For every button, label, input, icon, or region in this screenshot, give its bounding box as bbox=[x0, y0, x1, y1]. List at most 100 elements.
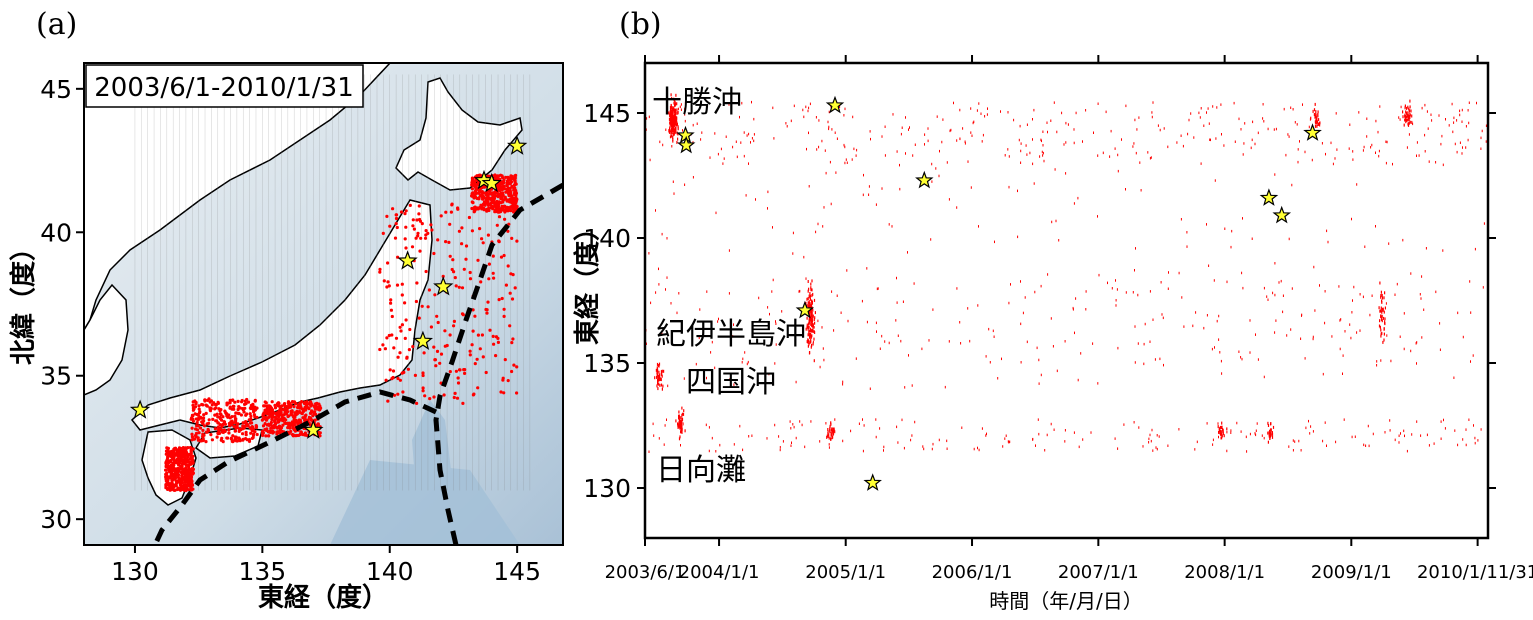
tremor-point bbox=[1162, 316, 1164, 320]
tremor-point bbox=[673, 131, 675, 134]
tremor-dot bbox=[444, 240, 448, 244]
tremor-dot bbox=[439, 352, 444, 356]
tremor-point bbox=[808, 300, 810, 304]
tremor-dot bbox=[476, 386, 480, 390]
tremor-point bbox=[1380, 315, 1382, 319]
tremor-dot bbox=[439, 214, 443, 218]
tremor-point bbox=[1033, 182, 1035, 185]
tremor-point bbox=[1356, 331, 1358, 334]
tremor-point bbox=[677, 127, 679, 131]
tremor-dot bbox=[513, 192, 517, 196]
tremor-dot bbox=[173, 488, 177, 492]
tremor-point bbox=[1465, 125, 1467, 128]
tremor-point bbox=[680, 427, 683, 431]
tremor-point bbox=[742, 448, 744, 452]
tremor-point bbox=[1234, 140, 1236, 143]
tremor-dot bbox=[508, 181, 513, 185]
tremor-point bbox=[1467, 138, 1469, 142]
tremor-dot bbox=[452, 324, 456, 328]
tremor-point bbox=[1223, 144, 1225, 147]
tremor-point bbox=[807, 304, 809, 308]
tremor-point bbox=[1272, 431, 1273, 434]
tremor-dot bbox=[177, 480, 181, 484]
tremor-point bbox=[670, 110, 672, 114]
tremor-point bbox=[1214, 179, 1216, 182]
tremor-dot bbox=[223, 409, 227, 413]
tremor-point bbox=[674, 124, 676, 128]
tremor-point bbox=[831, 290, 833, 293]
tremor-point bbox=[1402, 115, 1404, 119]
tremor-point bbox=[772, 278, 774, 282]
tremor-point bbox=[680, 430, 682, 434]
tremor-dot bbox=[189, 477, 193, 481]
tremor-point bbox=[812, 329, 814, 333]
tremor-point bbox=[810, 334, 812, 338]
tremor-dot bbox=[273, 420, 277, 424]
tremor-point bbox=[809, 329, 811, 333]
tremor-point bbox=[962, 127, 964, 130]
tremor-point bbox=[808, 351, 811, 355]
tremor-point bbox=[1370, 146, 1372, 149]
tremor-point bbox=[1200, 107, 1202, 110]
tremor-dot bbox=[460, 226, 464, 230]
tremor-point bbox=[658, 382, 660, 386]
tremor-point bbox=[1380, 318, 1383, 322]
tremor-point bbox=[670, 117, 672, 121]
tremor-dot bbox=[270, 409, 274, 413]
tremor-point bbox=[1047, 273, 1049, 276]
tremor-dot bbox=[495, 223, 499, 227]
tremor-dot bbox=[197, 431, 201, 435]
tremor-dot bbox=[427, 288, 431, 292]
tremor-point bbox=[1344, 330, 1346, 333]
tremor-point bbox=[671, 134, 673, 138]
tremor-point bbox=[1280, 279, 1282, 283]
tremor-point bbox=[666, 276, 668, 279]
tremor-dot bbox=[496, 174, 501, 178]
tremor-point bbox=[1148, 437, 1150, 441]
tremor-point bbox=[1315, 110, 1317, 114]
tremor-point bbox=[1249, 319, 1251, 322]
tremor-point bbox=[1037, 418, 1039, 421]
tremor-dot bbox=[474, 206, 478, 210]
tremor-dot bbox=[419, 236, 423, 240]
tremor-point bbox=[1325, 152, 1326, 156]
tremor-point bbox=[679, 435, 681, 439]
tremor-dot bbox=[273, 424, 277, 428]
tremor-point bbox=[1291, 287, 1293, 290]
tremor-dot bbox=[486, 200, 490, 204]
tremor-point bbox=[866, 267, 868, 270]
tremor-point bbox=[969, 339, 971, 343]
tremor-point bbox=[668, 130, 670, 134]
tremor-dot bbox=[403, 336, 407, 340]
tremor-point bbox=[896, 301, 898, 304]
tremor-dot bbox=[512, 363, 516, 367]
tremor-point bbox=[1032, 162, 1034, 166]
tremor-point bbox=[1376, 364, 1378, 367]
tremor-dot bbox=[303, 414, 307, 418]
tremor-point bbox=[817, 319, 819, 323]
tremor-point bbox=[1180, 134, 1182, 137]
tremor-dot bbox=[201, 433, 205, 437]
tremor-point bbox=[1065, 121, 1067, 125]
tremor-point bbox=[1144, 322, 1146, 326]
tremor-point bbox=[1363, 443, 1365, 447]
tremor-dot bbox=[165, 451, 169, 455]
tremor-point bbox=[1240, 128, 1242, 131]
earthquake-star bbox=[863, 473, 882, 491]
tremor-point bbox=[811, 310, 813, 314]
tremor-dot bbox=[468, 353, 472, 357]
tremor-point bbox=[1386, 140, 1388, 144]
tremor-point bbox=[1298, 439, 1300, 443]
tremor-point bbox=[778, 435, 780, 438]
tremor-dot bbox=[176, 475, 180, 479]
tremor-point bbox=[827, 434, 829, 438]
tremor-point bbox=[684, 107, 686, 111]
tremor-point bbox=[1305, 426, 1307, 430]
tremor-point bbox=[679, 419, 681, 423]
tremor-dot bbox=[508, 324, 512, 328]
tremor-point bbox=[817, 222, 819, 226]
tremor-dot bbox=[231, 434, 235, 438]
x-tick-label: 2010/1/11/31 bbox=[1417, 562, 1533, 583]
tremor-dot bbox=[487, 262, 491, 266]
tremor-point bbox=[672, 139, 674, 143]
